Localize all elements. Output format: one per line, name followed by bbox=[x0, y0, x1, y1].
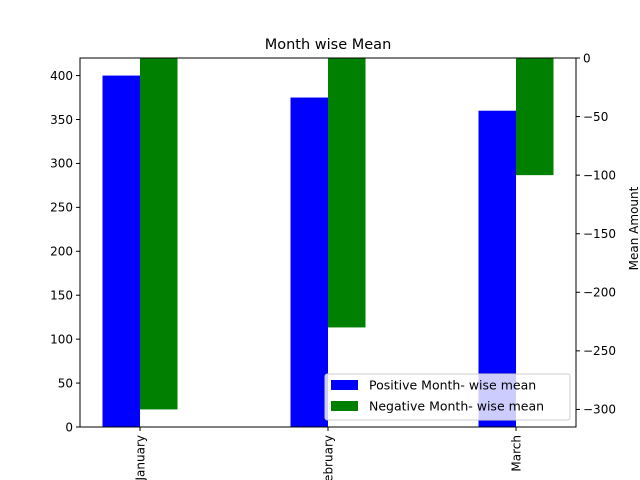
right-tick-label: −100 bbox=[583, 168, 616, 182]
left-tick-label: 50 bbox=[58, 376, 73, 390]
x-tick-label-march: March bbox=[510, 435, 524, 472]
right-axis-label: Mean Amount bbox=[627, 186, 640, 270]
axes: 0 50 100 150 200 250 300 350 400 0 −50 −100 −150 −200… bbox=[50, 51, 640, 480]
legend: Positive Month- wise mean Negative Month-… bbox=[324, 373, 571, 421]
positive-bar-january bbox=[102, 75, 140, 428]
chart-title: Month wise Mean bbox=[265, 37, 392, 53]
left-tick-label: 150 bbox=[50, 289, 73, 303]
left-tick-label: 250 bbox=[50, 201, 73, 215]
right-tick-label: −50 bbox=[583, 110, 608, 124]
left-tick-label: 200 bbox=[50, 245, 73, 259]
right-tick-label: 0 bbox=[583, 51, 591, 65]
left-tick-label: 300 bbox=[50, 157, 73, 171]
legend-label-positive: Positive Month- wise mean bbox=[369, 378, 536, 393]
left-tick-label: 100 bbox=[50, 332, 73, 346]
negative-bar-february bbox=[328, 58, 366, 328]
left-tick-label: 0 bbox=[65, 420, 73, 434]
legend-swatch-negative bbox=[331, 401, 358, 411]
negative-bar-january bbox=[140, 58, 178, 410]
legend-box bbox=[324, 373, 571, 421]
right-tick-label: −300 bbox=[583, 403, 616, 417]
negative-bar-march bbox=[516, 58, 554, 176]
legend-label-negative: Negative Month- wise mean bbox=[369, 399, 544, 414]
right-tick-label: −200 bbox=[583, 286, 616, 300]
left-tick-label: 350 bbox=[50, 113, 73, 127]
right-tick-label: −250 bbox=[583, 344, 616, 358]
positive-bar-february bbox=[290, 97, 328, 428]
right-tick-label: −150 bbox=[583, 227, 616, 241]
x-tick-label-january: January bbox=[134, 435, 148, 480]
x-tick-label-february: February bbox=[322, 435, 336, 480]
legend-swatch-positive bbox=[331, 380, 358, 390]
plot-area bbox=[102, 58, 554, 428]
left-tick-label: 400 bbox=[50, 69, 73, 83]
